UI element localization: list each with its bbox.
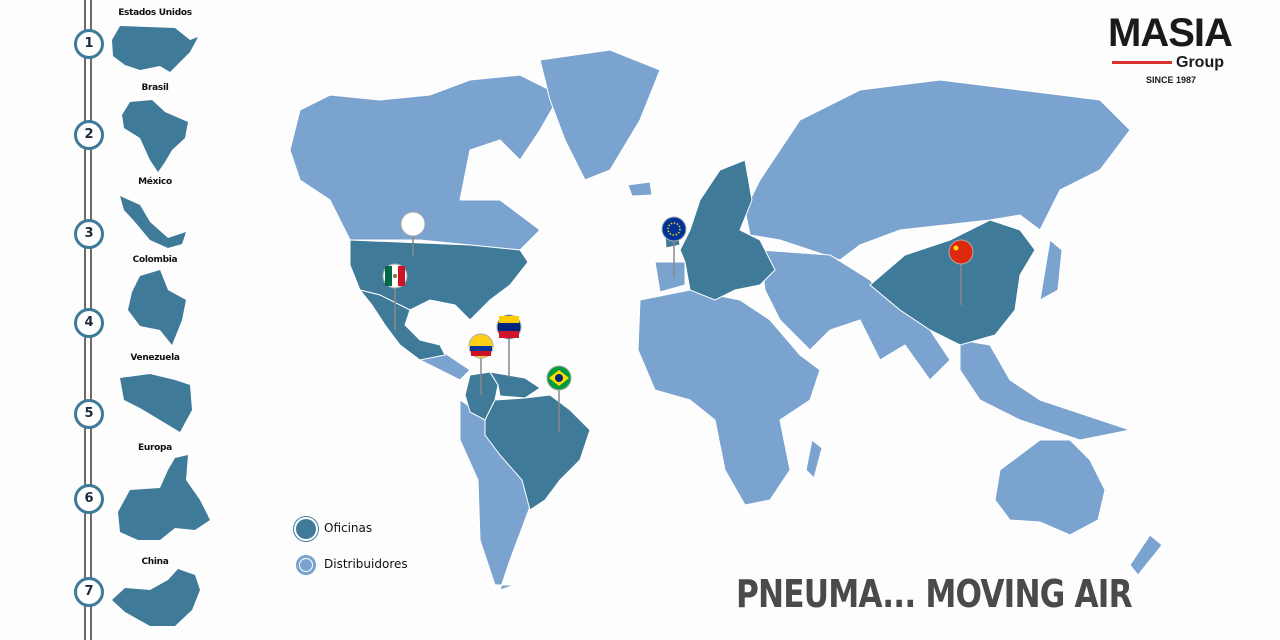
mini-colombia-shape [128,270,186,345]
legend-distributors-label: Distribuidores [324,557,408,571]
step-5-badge: 5 [74,399,104,429]
mini-brazil-shape [122,100,188,172]
logo-sub: Group [1176,54,1224,71]
legend-offices-label: Oficinas [324,521,373,535]
brazil-region [484,394,591,511]
mini-mexico-shape [120,196,186,248]
mini-venezuela-shape [120,374,192,432]
pin-europe [661,216,687,278]
mini-china-shape [112,569,200,626]
distributors-swatch-icon [296,554,316,575]
australia-region [994,439,1106,536]
masia-group-logo: MASIA Group SINCE 1987 [1108,11,1258,90]
europe-region [679,159,776,301]
pin-mexico [382,263,408,330]
label-estados-unidos: Estados Unidos [118,8,192,18]
step-7-badge: 7 [74,577,104,607]
legend-offices: Oficinas [296,518,372,539]
label-china: China [141,557,169,567]
logo-since: SINCE 1987 [1146,75,1197,85]
pins-layer [382,211,974,432]
venezuela-region [488,371,541,399]
step-2-badge: 2 [74,120,104,150]
greenland-region [539,49,661,181]
logo-red-bar [1112,61,1172,64]
canada-alaska-region [289,74,561,251]
iceland-region [627,181,653,197]
mexico-region [358,289,446,361]
logo-name: MASIA [1108,11,1233,55]
africa-region [637,289,821,506]
label-colombia: Colombia [132,255,178,265]
new-zealand-region [1129,534,1163,576]
pin-china [948,239,974,305]
label-brasil: Brasil [141,83,169,93]
step-4-badge: 4 [74,308,104,338]
pin-usa [400,211,426,256]
mini-europe-shape [118,455,210,540]
pin-venezuela [496,314,522,378]
slogan: PNEUMA... MOVING AIR [736,572,1133,616]
pin-colombia [468,333,494,395]
iberia-region [654,261,686,293]
madagascar-region [805,439,823,479]
label-europa: Europa [138,443,172,453]
legend-distributors: Distribuidores [296,554,408,575]
label-venezuela: Venezuela [130,353,180,363]
japan-region [1039,239,1063,301]
step-1-badge: 1 [74,29,104,59]
pin-brazil [546,365,572,432]
southeast-asia-region [959,339,1132,441]
russia-asia-region [744,79,1131,261]
step-6-badge: 6 [74,484,104,514]
offices-swatch-icon [296,518,316,539]
china-region [869,219,1036,346]
label-mexico: México [138,177,172,187]
mini-usa-shape [112,26,198,72]
step-3-badge: 3 [74,219,104,249]
